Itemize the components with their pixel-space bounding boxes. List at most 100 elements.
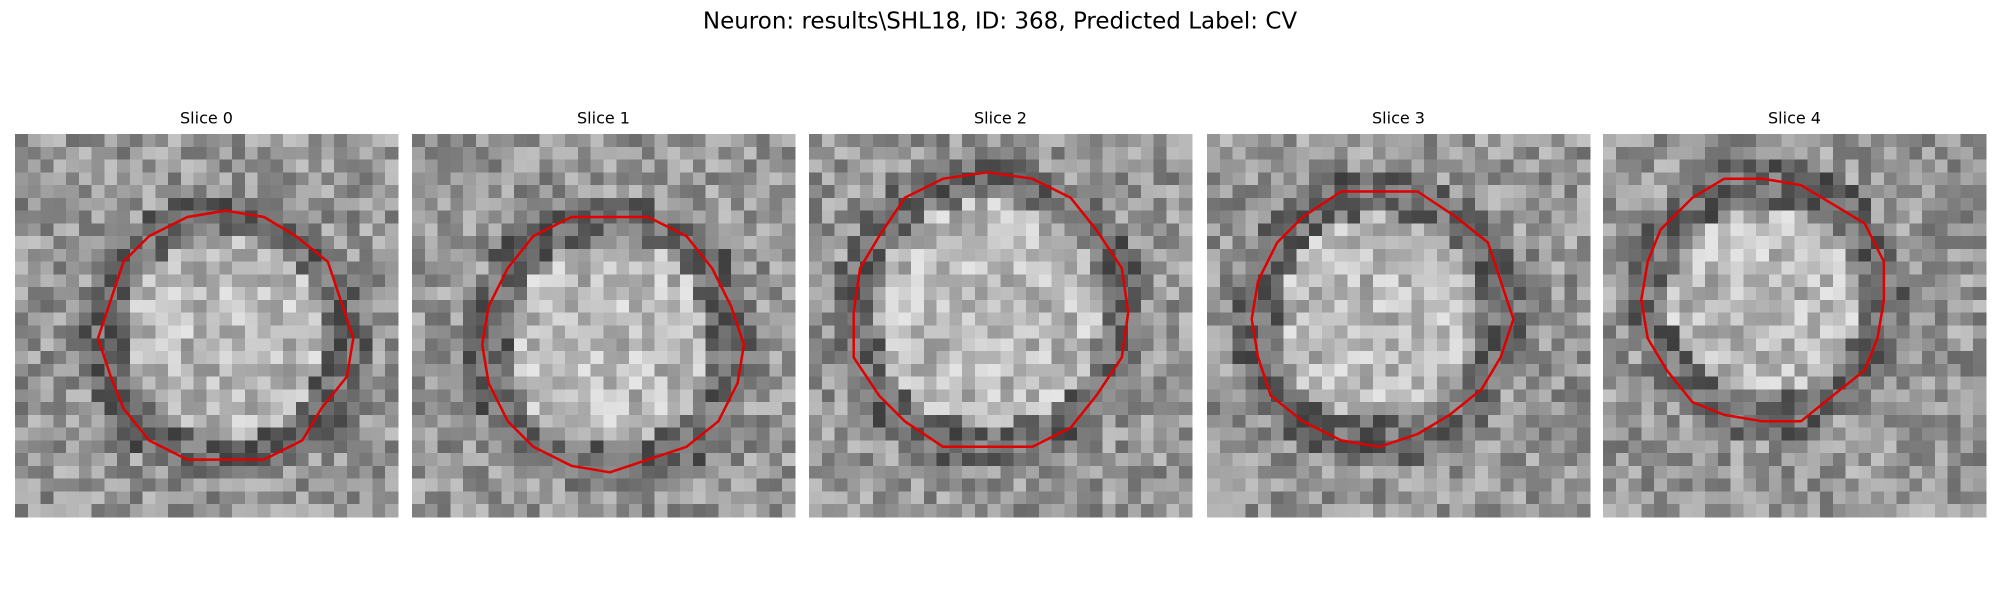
pixel [219,312,233,326]
pixel [463,504,477,518]
pixel [1513,376,1527,390]
pixel [1321,504,1336,518]
pixel [463,287,477,301]
pixel [1232,363,1246,378]
pixel [1832,210,1847,224]
pixel [1449,504,1463,518]
pixel [1883,248,1898,263]
pixel [911,248,925,263]
pixel [15,427,29,441]
pixel [1232,351,1246,365]
pixel [616,389,630,403]
pixel [1038,376,1053,390]
pixel [142,248,156,263]
pixel [667,478,681,492]
pixel [1526,325,1540,339]
pixel [168,363,182,378]
pixel [1115,338,1129,352]
pixel [1628,274,1642,288]
pixel [1207,351,1221,365]
pixel [78,453,93,467]
pixel [1832,287,1847,301]
pixel [27,236,42,250]
pixel [1551,414,1565,429]
pixel [911,351,925,365]
pixel [1207,223,1221,237]
pixel [1140,325,1155,339]
pixel [705,504,719,518]
pixel [834,210,848,224]
pixel [629,172,643,186]
pixel [718,376,732,390]
pixel [1013,134,1027,148]
pixel [705,465,719,480]
pixel [270,504,284,518]
pixel [27,159,42,173]
pixel [936,236,950,250]
pixel [590,363,604,378]
pixel [142,210,156,224]
pixel [1934,146,1949,161]
pixel [488,146,502,161]
pixel [40,287,54,301]
pixel [565,172,579,186]
pixel [1807,338,1821,352]
pixel [1424,440,1438,454]
pixel [629,197,643,212]
pixel [1922,402,1936,416]
pixel [257,159,271,173]
pixel [1270,351,1285,365]
pixel [1564,325,1578,339]
pixel [1051,159,1065,173]
pixel [1270,414,1285,429]
pixel [180,427,195,441]
pixel [193,274,207,288]
pixel [1909,210,1923,224]
pixel [1115,376,1129,390]
pixel [501,440,515,454]
pixel [1756,402,1770,416]
pixel [257,312,271,326]
pixel [565,363,579,378]
pixel [1564,197,1578,212]
pixel [1564,453,1578,467]
pixel [847,478,861,492]
pixel [334,261,348,275]
pixel [1679,402,1693,416]
pixel [526,159,541,173]
pixel [1947,363,1961,378]
pixel [424,146,439,161]
pixel [1077,453,1091,467]
pixel [295,376,310,390]
pixel [1551,465,1565,480]
pixel [1922,223,1936,237]
pixel [1526,465,1540,480]
pixel [629,325,643,339]
pixel [641,363,656,378]
pixel [180,223,195,237]
pixel [180,146,195,161]
pixel [1153,338,1167,352]
pixel [334,478,348,492]
pixel [450,504,464,518]
pixel [104,274,118,288]
pixel [1372,414,1387,429]
pixel [1973,440,1987,454]
pixel [603,351,617,365]
pixel [283,504,297,518]
pixel [1577,427,1591,441]
pixel [1820,402,1834,416]
pixel [283,465,297,480]
pixel [1883,223,1898,237]
pixel [412,440,426,454]
pixel [514,478,528,492]
pixel [1038,287,1053,301]
pixel [1449,363,1463,378]
pixel [565,414,579,429]
pixel [1372,491,1387,505]
pixel [962,351,976,365]
pixel [809,376,823,390]
pixel [809,223,823,237]
pixel [193,376,207,390]
pixel [1538,389,1553,403]
